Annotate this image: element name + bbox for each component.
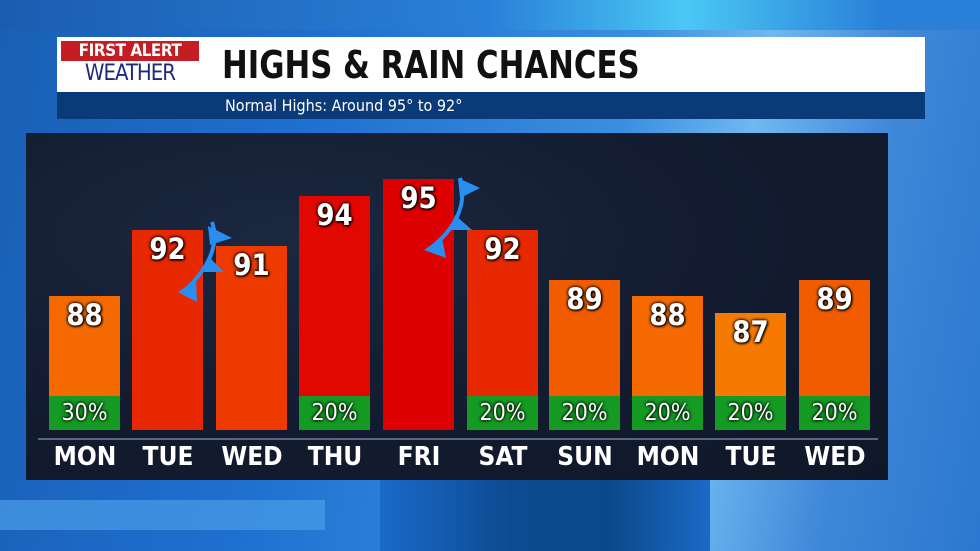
rain-chance-badge: 20% [799, 396, 870, 430]
day-label: MON [53, 442, 117, 472]
high-temperature-value: 88 [66, 298, 103, 332]
day-label: TUE [725, 442, 777, 472]
day-label: FRI [397, 442, 441, 472]
temperature-bar: 95 [383, 179, 454, 430]
rain-chance-badge: 20% [299, 396, 370, 430]
day-label: THU [307, 442, 363, 472]
temperature-bar: 88 30% [49, 296, 120, 430]
high-temperature-value: 92 [484, 232, 521, 266]
temperature-bar: 94 20% [299, 196, 370, 430]
day-label: SAT [478, 442, 528, 472]
background-block [380, 480, 710, 551]
day-label: WED [221, 442, 283, 472]
rain-chance-badge: 20% [715, 396, 786, 430]
high-temperature-value: 87 [732, 315, 769, 349]
day-label: MON [636, 442, 700, 472]
high-temperature-value: 88 [649, 298, 686, 332]
temperature-bar: 87 20% [715, 313, 786, 430]
rain-chance-badge: 20% [632, 396, 703, 430]
temperature-bar: 91 [216, 246, 287, 430]
high-temperature-value: 91 [233, 248, 270, 282]
first-alert-weather-logo: FIRST ALERT WEATHER [61, 41, 199, 89]
day-label: TUE [142, 442, 194, 472]
day-label: WED [804, 442, 866, 472]
temperature-bar: 89 20% [549, 280, 620, 430]
temperature-bar: 89 20% [799, 280, 870, 430]
temperature-bar: 92 20% [467, 230, 538, 430]
high-temperature-value: 94 [316, 198, 353, 232]
day-label: SUN [557, 442, 613, 472]
rain-chance-badge: 30% [49, 396, 120, 430]
normal-highs-subtitle: Normal Highs: Around 95° to 92° [225, 96, 463, 115]
page-title: HIGHS & RAIN CHANCES [222, 43, 640, 87]
high-temperature-value: 89 [816, 282, 853, 316]
rain-chance-badge: 20% [549, 396, 620, 430]
logo-weather: WEATHER [84, 61, 176, 86]
header-title-bar [57, 37, 925, 92]
background-block [0, 0, 980, 30]
high-temperature-value: 95 [400, 181, 437, 215]
header-subtitle-bar [57, 92, 925, 119]
logo-first-alert: FIRST ALERT [61, 41, 199, 61]
high-temperature-value: 92 [149, 232, 186, 266]
temperature-bar: 92 [132, 230, 203, 430]
axis-separator-line [38, 438, 878, 440]
high-temperature-value: 89 [566, 282, 603, 316]
background-block [0, 500, 325, 530]
rain-chance-badge: 20% [467, 396, 538, 430]
temperature-bar: 88 20% [632, 296, 703, 430]
